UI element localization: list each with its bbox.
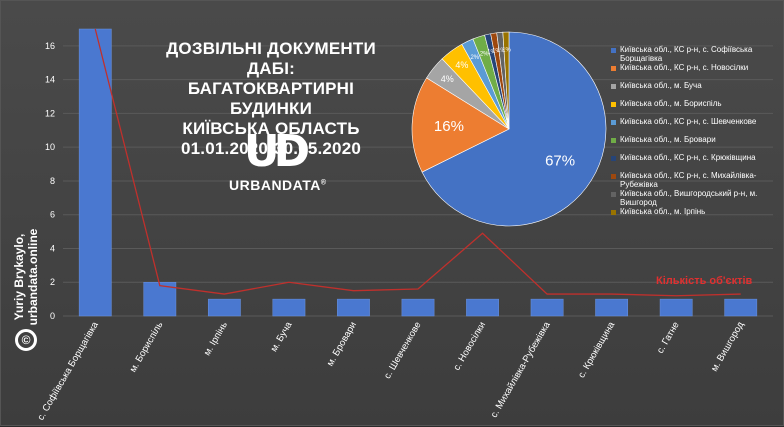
legend-swatch	[611, 48, 616, 53]
legend-item: Київська обл., КС р-н, с. Шевченкове	[611, 117, 783, 135]
legend-item: Київська обл., м. Бориспіль	[611, 99, 783, 117]
legend-label: Київська обл., КС р-н, с. Михайлівка-Руб…	[620, 171, 783, 189]
y-tick-label: 12	[45, 108, 55, 118]
title-line: ДОЗВІЛЬНІ ДОКУМЕНТИ ДАБІ:	[151, 39, 391, 79]
x-tick-label: м. Ірпінь	[202, 320, 230, 358]
author-name: Yuriy Brykaylo,	[12, 212, 26, 342]
y-tick-label: 8	[50, 176, 55, 186]
y-tick-label: 14	[45, 75, 55, 85]
legend-swatch	[611, 156, 616, 161]
legend-label: Київська обл., КС р-н, с. Новосілки	[620, 63, 748, 72]
x-tick-label: с. Шевченкове	[382, 320, 423, 381]
copyright-icon: ©	[15, 329, 37, 351]
pie-slice-label: 2%	[470, 55, 479, 61]
legend-swatch	[611, 138, 616, 143]
legend-swatch	[611, 84, 616, 89]
bar	[466, 299, 498, 316]
x-tick-label: с. Крюківщина	[576, 319, 617, 380]
x-tick-label: м. Вишгород	[709, 320, 747, 374]
pie-slice-label: 4%	[441, 74, 454, 84]
bar	[273, 299, 305, 316]
pie-slice-label: 1%	[502, 48, 511, 54]
x-tick-label: м. Буча	[269, 319, 295, 354]
legend-label: Київська обл., КС р-н, с. Софіївська Бор…	[620, 45, 783, 63]
legend-item: Київська обл., КС р-н, с. Новосілки	[611, 63, 783, 81]
author-site: urbandata.online	[26, 212, 40, 342]
y-tick-label: 4	[50, 243, 55, 253]
legend-item: Київська обл., КС р-н, с. Крюківщина	[611, 153, 783, 171]
bar	[725, 299, 757, 316]
logo-wordmark: URBANDATA®	[229, 177, 319, 193]
x-tick-label: с. Гатне	[655, 320, 682, 355]
legend-label: Київська обл., м. Бориспіль	[620, 99, 722, 108]
legend-item: Київська обл., Вишгородський р-н, м. Виш…	[611, 189, 783, 207]
line-series-label: Кількість об'єктів	[656, 275, 752, 287]
legend-swatch	[611, 174, 616, 179]
bar	[596, 299, 628, 316]
y-tick-label: 10	[45, 142, 55, 152]
y-tick-label: 6	[50, 210, 55, 220]
legend-item: Київська обл., м. Бровари	[611, 135, 783, 153]
legend-swatch	[611, 192, 616, 197]
logo-mark: UD	[229, 129, 319, 175]
legend-item: Київська обл., м. Буча	[611, 81, 783, 99]
pie-slice-label: 4%	[455, 60, 468, 70]
title-line: БАГАТОКВАРТИРНІ БУДИНКИ	[151, 79, 391, 119]
legend-swatch	[611, 66, 616, 71]
bar	[337, 299, 369, 316]
legend-label: Київська обл., м. Бровари	[620, 135, 716, 144]
urbandata-logo: UD URBANDATA®	[229, 129, 319, 193]
pie-slice-label: 16%	[434, 118, 464, 135]
legend-item: Київська обл., м. Ірпінь	[611, 207, 783, 225]
legend-label: Київська обл., м. Ірпінь	[620, 207, 705, 216]
legend-label: Київська обл., м. Буча	[620, 81, 702, 90]
legend-item: Київська обл., КС р-н, с. Софіївська Бор…	[611, 45, 783, 63]
pie-slice-label: 67%	[545, 153, 575, 170]
x-tick-label: с. Новосілки	[451, 320, 488, 372]
x-tick-label: с. Софіївська Борщагівка	[35, 319, 101, 422]
x-tick-label: м. Бровари	[325, 320, 359, 368]
legend-swatch	[611, 120, 616, 125]
legend-label: Київська обл., Вишгородський р-н, м. Виш…	[620, 189, 783, 207]
legend-swatch	[611, 102, 616, 107]
legend-label: Київська обл., КС р-н, с. Крюківщина	[620, 153, 756, 162]
bar	[402, 299, 434, 316]
x-tick-label: с. Михайлівка-Рубежівка	[489, 319, 553, 419]
pie-legend: Київська обл., КС р-н, с. Софіївська Бор…	[611, 45, 783, 225]
y-tick-label: 2	[50, 277, 55, 287]
x-tick-label: м. Бориспіль	[128, 320, 166, 374]
bar	[531, 299, 563, 316]
author-credit: Yuriy Brykaylo, urbandata.online	[12, 212, 40, 342]
y-tick-label: 0	[50, 311, 55, 321]
bar	[208, 299, 240, 316]
legend-item: Київська обл., КС р-н, с. Михайлівка-Руб…	[611, 171, 783, 189]
y-tick-label: 16	[45, 41, 55, 51]
bar	[660, 299, 692, 316]
legend-swatch	[611, 210, 616, 215]
legend-label: Київська обл., КС р-н, с. Шевченкове	[620, 117, 756, 126]
